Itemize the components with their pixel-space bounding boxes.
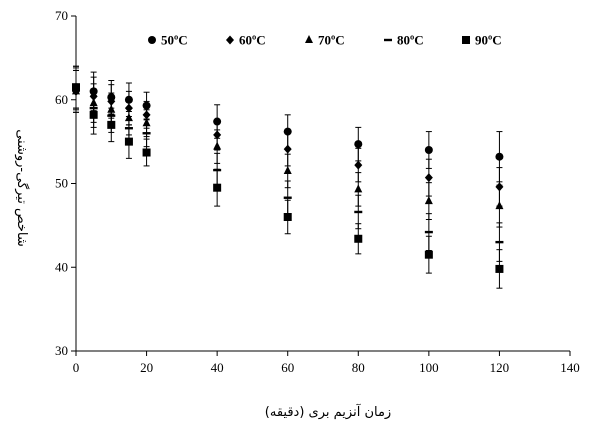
y-tick-label: 70: [55, 8, 68, 23]
x-tick-label: 60: [281, 360, 294, 375]
y-axis-ticks: 30 40 50 60 70: [55, 8, 76, 358]
diamond-marker: [226, 35, 234, 45]
x-tick-label: 120: [490, 360, 510, 375]
y-tick-label: 60: [55, 92, 68, 107]
x-tick-label: 20: [140, 360, 153, 375]
legend-label: 90ºC: [475, 33, 502, 48]
triangle-marker: [305, 35, 313, 43]
diamond-marker: [283, 144, 292, 154]
dash-marker: [384, 38, 392, 42]
diamond-marker: [424, 173, 433, 183]
circle-marker: [283, 127, 292, 136]
square-marker: [354, 234, 363, 243]
square-marker: [107, 120, 116, 129]
legend-label: 60ºC: [239, 33, 266, 48]
legend-item: 80ºC: [384, 33, 424, 48]
square-marker: [495, 264, 504, 273]
y-axis-title: شاخص تیرگی-روشنی: [14, 129, 30, 247]
legend-item: 90ºC: [462, 33, 502, 48]
y-tick-label: 30: [55, 343, 68, 358]
circle-marker: [354, 140, 363, 149]
square-marker: [142, 148, 151, 157]
legend: 50ºC 60ºC 70ºC 80ºC 90ºC: [148, 33, 502, 48]
dash-marker: [142, 132, 151, 135]
square-marker: [424, 250, 433, 259]
triangle-marker: [283, 165, 292, 174]
triangle-marker: [424, 196, 433, 205]
x-tick-label: 80: [352, 360, 365, 375]
x-tick-label: 100: [419, 360, 439, 375]
legend-label: 80ºC: [397, 33, 424, 48]
dash-marker: [424, 230, 433, 234]
axes: [75, 16, 570, 352]
series-90C: [72, 65, 504, 289]
legend-item: 60ºC: [226, 33, 266, 48]
square-marker: [124, 137, 133, 146]
y-tick-label: 50: [55, 176, 68, 191]
dash-marker: [354, 210, 363, 214]
legend-label: 70ºC: [318, 33, 345, 48]
legend-label: 50ºC: [161, 33, 188, 48]
square-marker: [72, 83, 80, 92]
x-tick-label: 140: [560, 360, 580, 375]
triangle-marker: [213, 141, 222, 150]
dash-marker: [283, 196, 292, 199]
x-tick-label: 40: [211, 360, 224, 375]
square-marker: [462, 36, 470, 44]
circle-marker: [148, 36, 156, 44]
data-points: [72, 65, 504, 289]
square-marker: [213, 183, 222, 192]
y-tick-label: 40: [55, 259, 68, 274]
legend-item: 70ºC: [305, 33, 345, 48]
legend-item: 50ºC: [148, 33, 188, 48]
diamond-marker: [354, 160, 363, 170]
x-axis-title: زمان آنزیم بری (دقیقه): [265, 403, 391, 420]
circle-marker: [495, 152, 504, 161]
square-marker: [283, 213, 292, 221]
x-axis-ticks: 0 20 40 60 80 100 120 140: [73, 351, 580, 375]
x-tick-label: 0: [73, 360, 80, 375]
triangle-marker: [354, 184, 363, 193]
square-marker: [89, 110, 98, 119]
triangle-marker: [495, 201, 504, 210]
circle-marker: [424, 146, 433, 154]
dash-marker: [495, 240, 504, 244]
